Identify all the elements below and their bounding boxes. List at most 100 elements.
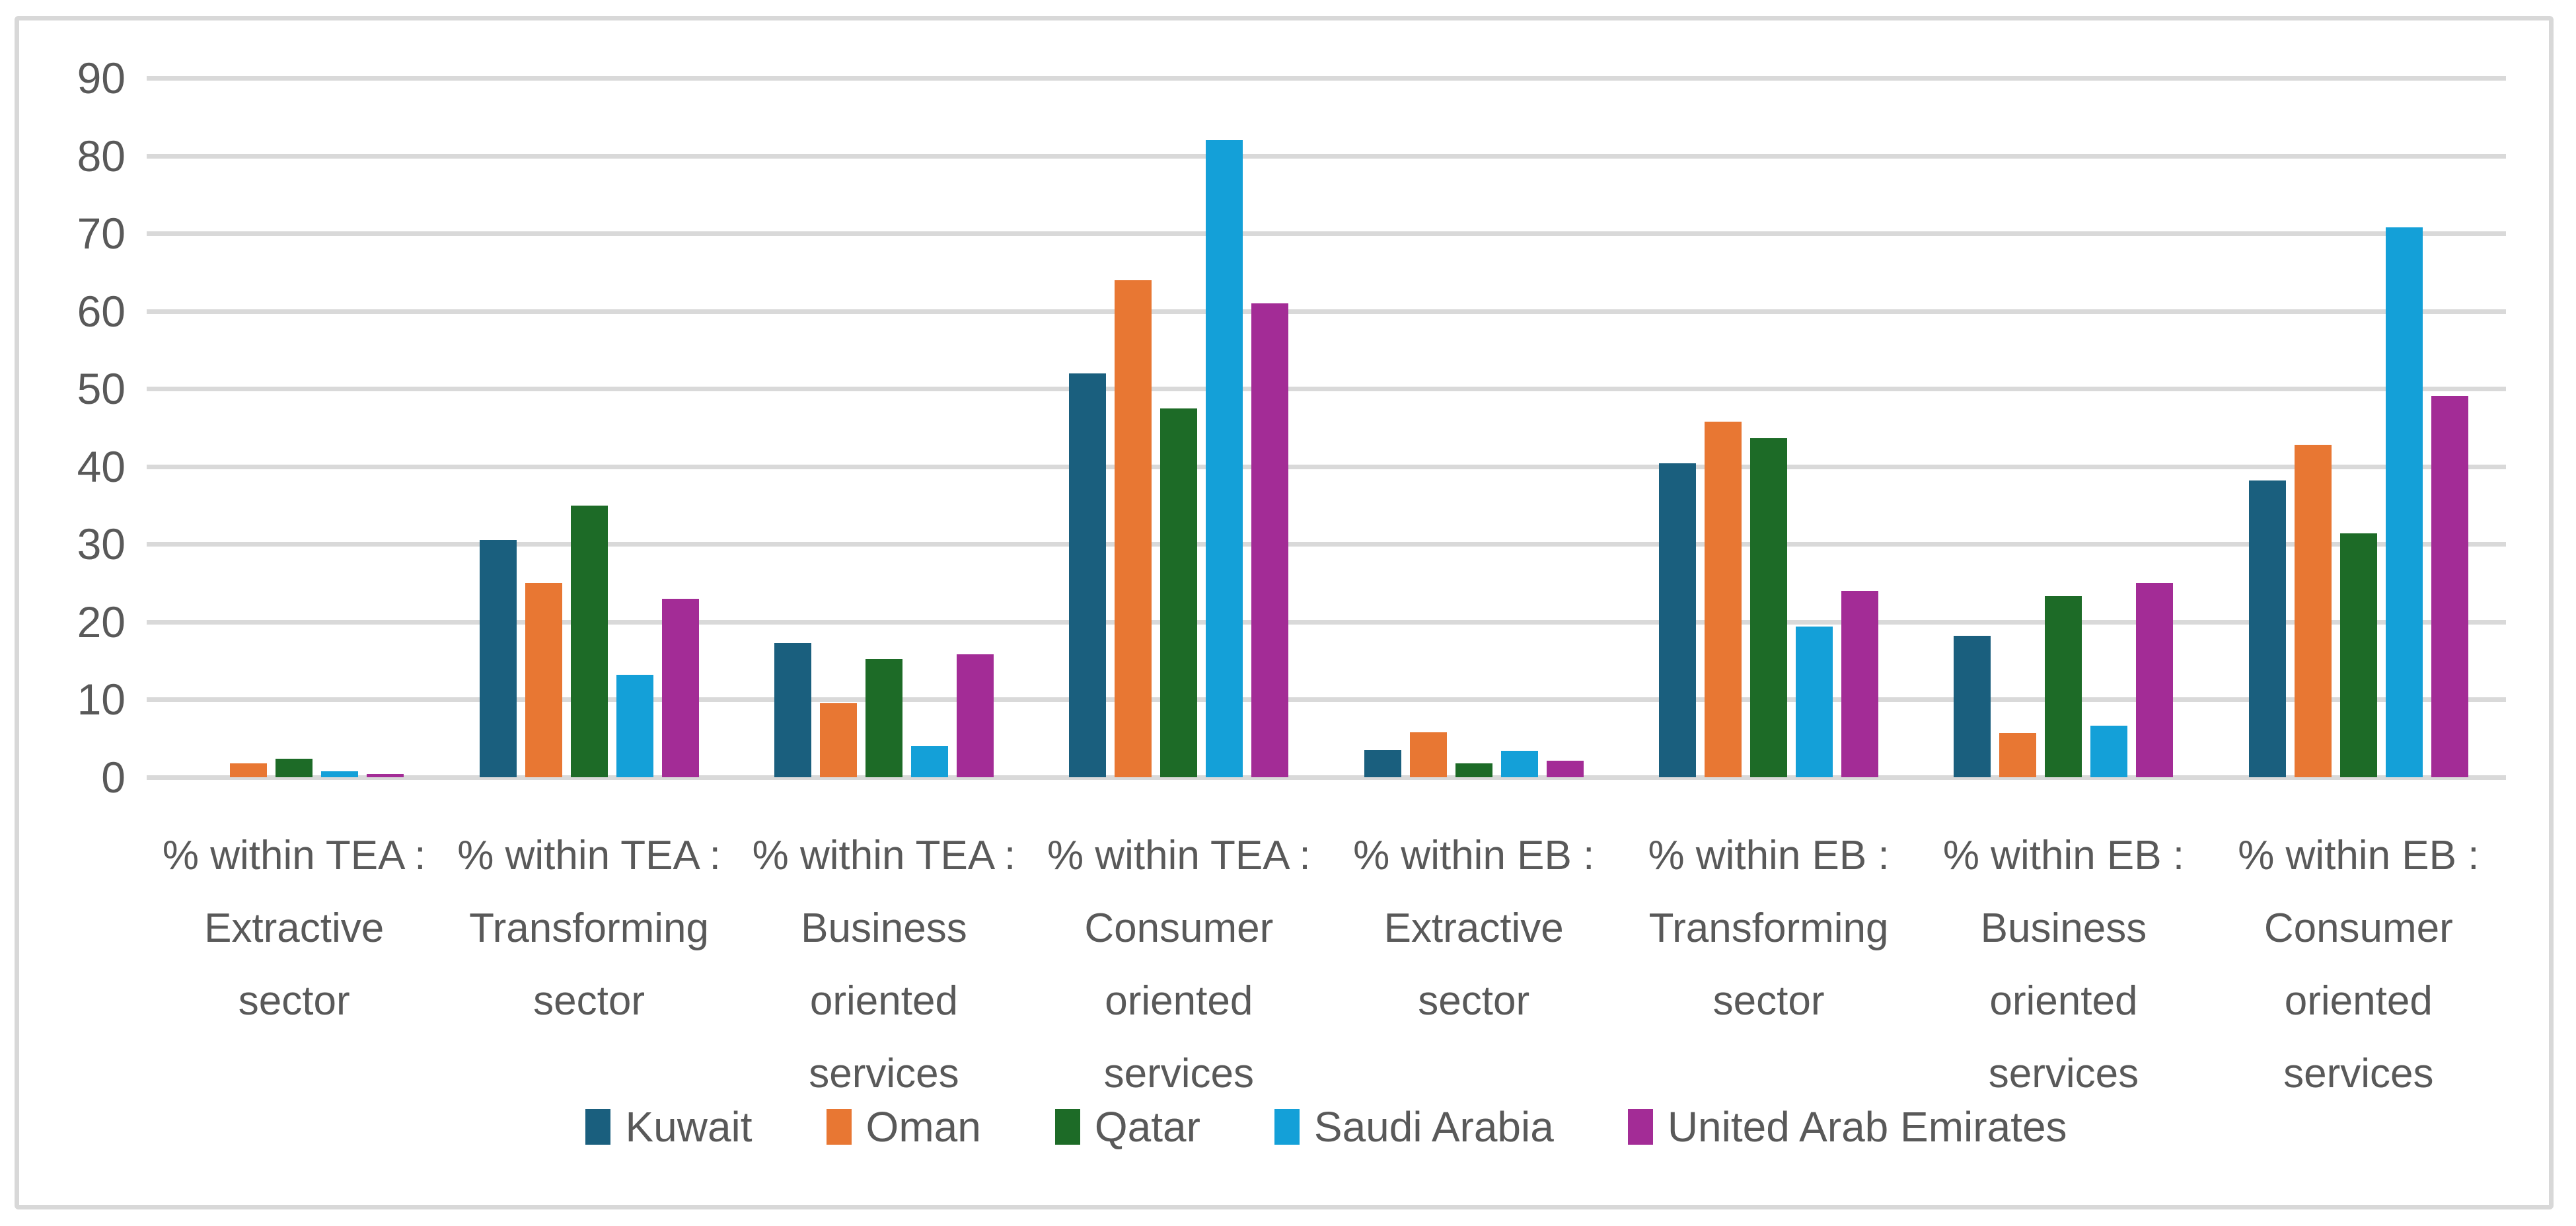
gridline-30 bbox=[147, 542, 2506, 547]
bar-qatar bbox=[1455, 763, 1492, 777]
gridline-90 bbox=[147, 76, 2506, 81]
gridline-40 bbox=[147, 464, 2506, 469]
x-category-label-text: % within EB : Transforming sector bbox=[1648, 833, 1890, 1024]
legend-label: Saudi Arabia bbox=[1313, 1103, 1554, 1151]
legend-label: United Arab Emirates bbox=[1667, 1103, 2067, 1151]
legend-item-united-arab-emirates: United Arab Emirates bbox=[1627, 1102, 2067, 1151]
bar-saudi-arabia bbox=[1206, 140, 1243, 777]
x-category-label-1: % within TEA : Extractive sector bbox=[147, 820, 441, 1110]
bar-united-arab-emirates bbox=[661, 598, 699, 777]
bar-kuwait bbox=[479, 540, 517, 777]
x-category-label-2: % within TEA : Transforming sector bbox=[441, 820, 736, 1110]
y-tick-label-40: 40 bbox=[77, 441, 126, 491]
bar-qatar bbox=[1160, 408, 1198, 777]
bar-qatar bbox=[1750, 438, 1788, 777]
bar-group-5 bbox=[1327, 78, 1621, 777]
x-category-label-6: % within EB : Transforming sector bbox=[1621, 820, 1916, 1110]
bar-kuwait bbox=[1364, 749, 1401, 777]
legend-item-qatar: Qatar bbox=[1054, 1102, 1200, 1151]
bar-oman bbox=[1409, 732, 1447, 777]
bar-oman bbox=[1705, 421, 1742, 777]
bar-saudi-arabia bbox=[2090, 726, 2128, 777]
bar-saudi-arabia bbox=[1500, 751, 1538, 777]
bar-oman bbox=[525, 583, 562, 777]
gridline-20 bbox=[147, 619, 2506, 625]
gridline-80 bbox=[147, 153, 2506, 159]
legend-label: Kuwait bbox=[625, 1103, 753, 1151]
legend-label: Qatar bbox=[1094, 1103, 1200, 1151]
x-category-label-text: % within EB : Business oriented services bbox=[1942, 833, 2185, 1096]
gridline-70 bbox=[147, 231, 2506, 237]
bar-united-arab-emirates bbox=[2136, 583, 2174, 777]
bar-saudi-arabia bbox=[321, 771, 359, 777]
bar-group-6 bbox=[1621, 78, 1916, 777]
plot-area bbox=[147, 76, 2506, 780]
bar-group-4 bbox=[1031, 78, 1326, 777]
x-category-label-7: % within EB : Business oriented services bbox=[1916, 820, 2211, 1110]
bar-qatar bbox=[276, 758, 313, 777]
y-tick-label-90: 90 bbox=[77, 54, 126, 102]
gridline-10 bbox=[147, 697, 2506, 703]
x-category-label-text: % within TEA : Consumer oriented service… bbox=[1047, 833, 1311, 1096]
bar-united-arab-emirates bbox=[2431, 395, 2468, 777]
gridline-60 bbox=[147, 309, 2506, 314]
gridline-0 bbox=[147, 775, 2506, 780]
gridline-50 bbox=[147, 387, 2506, 392]
y-tick-label-60: 60 bbox=[77, 286, 126, 336]
x-category-label-4: % within TEA : Consumer oriented service… bbox=[1031, 820, 1326, 1110]
bar-oman bbox=[230, 763, 268, 777]
bar-saudi-arabia bbox=[2385, 227, 2423, 777]
bar-united-arab-emirates bbox=[1841, 590, 1879, 777]
bar-oman bbox=[2294, 444, 2332, 777]
legend-item-saudi-arabia: Saudi Arabia bbox=[1274, 1102, 1554, 1151]
y-tick-label-80: 80 bbox=[77, 131, 126, 180]
legend-item-oman: Oman bbox=[826, 1102, 981, 1151]
x-category-label-text: % within TEA : Transforming sector bbox=[457, 833, 721, 1024]
bar-qatar bbox=[570, 505, 608, 777]
legend-swatch-icon bbox=[1274, 1109, 1300, 1145]
bar-united-arab-emirates bbox=[1251, 303, 1289, 777]
legend-swatch-icon bbox=[1627, 1109, 1653, 1145]
x-category-label-3: % within TEA : Business oriented service… bbox=[737, 820, 1031, 1110]
x-category-label-5: % within EB : Extractive sector bbox=[1327, 820, 1621, 1110]
legend-label: Oman bbox=[865, 1103, 981, 1151]
bar-saudi-arabia bbox=[616, 674, 653, 777]
bar-groups bbox=[147, 78, 2506, 777]
x-category-label-text: % within TEA : Business oriented service… bbox=[752, 833, 1016, 1096]
bar-group-2 bbox=[441, 78, 736, 777]
bar-kuwait bbox=[1659, 463, 1697, 777]
bar-united-arab-emirates bbox=[367, 774, 404, 777]
bar-qatar bbox=[2045, 596, 2082, 777]
bar-kuwait bbox=[1069, 373, 1107, 777]
y-tick-label-0: 0 bbox=[101, 753, 126, 802]
legend-swatch-icon bbox=[585, 1109, 611, 1145]
bar-group-8 bbox=[2211, 78, 2506, 777]
y-tick-label-10: 10 bbox=[77, 675, 126, 724]
bar-qatar bbox=[2339, 533, 2377, 777]
bar-oman bbox=[1115, 280, 1152, 777]
bar-kuwait bbox=[2248, 480, 2286, 777]
x-category-label-text: % within EB : Extractive sector bbox=[1353, 833, 1595, 1024]
y-tick-label-30: 30 bbox=[77, 519, 126, 569]
bar-kuwait bbox=[774, 642, 811, 777]
bar-oman bbox=[819, 703, 857, 777]
bar-saudi-arabia bbox=[910, 746, 948, 777]
legend: Kuwait Oman Qatar Saudi Arabia United Arab E… bbox=[147, 1102, 2506, 1151]
y-tick-label-70: 70 bbox=[77, 209, 126, 258]
bar-group-1 bbox=[147, 78, 441, 777]
bar-qatar bbox=[865, 659, 902, 777]
bar-oman bbox=[1999, 733, 2037, 777]
bar-group-7 bbox=[1916, 78, 2211, 777]
bar-saudi-arabia bbox=[1796, 626, 1833, 777]
y-tick-label-50: 50 bbox=[77, 364, 126, 414]
legend-item-kuwait: Kuwait bbox=[585, 1102, 753, 1151]
bar-united-arab-emirates bbox=[1546, 761, 1584, 777]
y-tick-label-20: 20 bbox=[77, 597, 126, 646]
legend-swatch-icon bbox=[1054, 1109, 1080, 1145]
legend-swatch-icon bbox=[826, 1109, 852, 1145]
x-category-label-text: % within EB : Consumer oriented services bbox=[2238, 833, 2480, 1096]
bar-united-arab-emirates bbox=[956, 654, 994, 777]
chart-border bbox=[15, 16, 2554, 1209]
x-category-label-text: % within TEA : Extractive sector bbox=[162, 833, 426, 1024]
